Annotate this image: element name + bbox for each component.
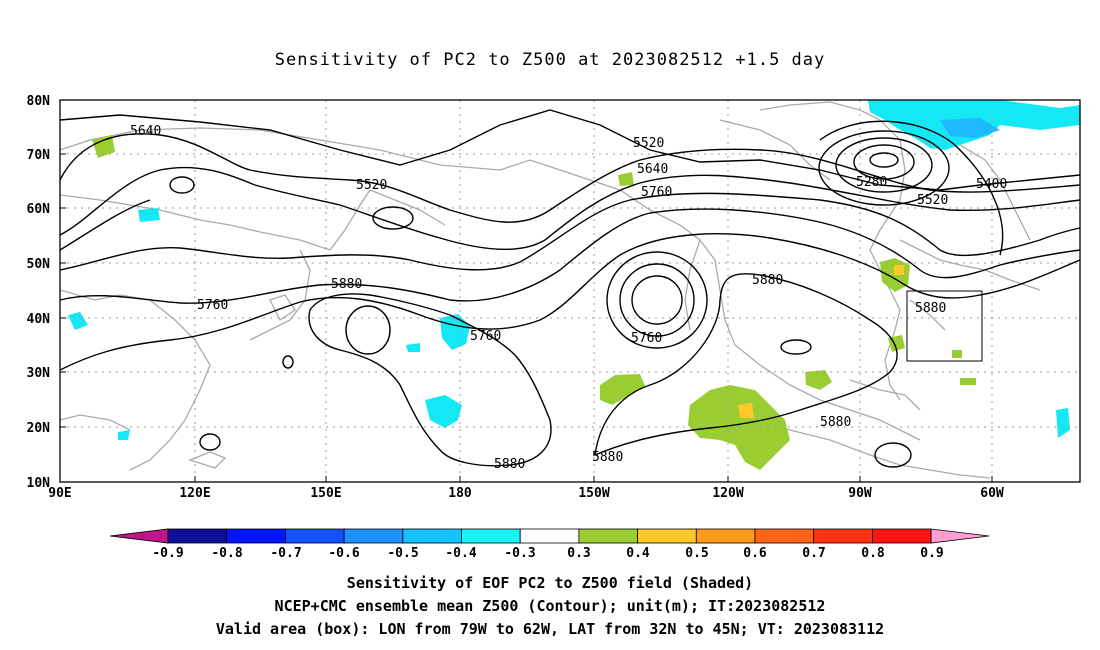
lon-tick-label: 150W [578, 486, 609, 501]
colorbar-label: -0.9 [152, 546, 183, 561]
contour-label: 5880 [752, 273, 783, 288]
colorbar-label: -0.7 [270, 546, 301, 561]
colorbar-swatch [519, 528, 580, 544]
contour-label: 5520 [917, 193, 948, 208]
map-title: Sensitivity of PC2 to Z500 at 2023082512… [274, 50, 826, 70]
colorbar-swatch [930, 528, 990, 544]
lon-tick-label: 90E [48, 486, 71, 501]
colorbar-swatch [343, 528, 404, 544]
colorbar-label: -0.5 [387, 546, 418, 561]
contour-label: 5880 [494, 457, 525, 472]
colorbar-swatch [167, 528, 228, 544]
contour-label: 5880 [331, 277, 362, 292]
colorbar-swatch [578, 528, 639, 544]
lat-tick-label: 80N [27, 94, 51, 109]
colorbar-label: 0.7 [802, 546, 825, 561]
contour-label: 5760 [470, 329, 501, 344]
colorbar-label: -0.3 [504, 546, 535, 561]
caption-shaded: Sensitivity of EOF PC2 to Z500 field (Sh… [346, 574, 754, 592]
colorbar-label: -0.6 [328, 546, 359, 561]
contour-label: 5880 [592, 450, 623, 465]
lat-tick-label: 50N [27, 257, 51, 272]
colorbar: -0.9 -0.8 -0.7 -0.6 -0.5 -0.4 -0.3 0.3 0… [109, 528, 990, 561]
colorbar-label: 0.3 [567, 546, 590, 561]
lon-tick-label: 180 [448, 486, 472, 501]
colorbar-label: 0.9 [920, 546, 943, 561]
coastlines [59, 101, 1081, 479]
lon-tick-label: 60W [980, 486, 1004, 501]
colorbar-swatch [754, 528, 815, 544]
lat-tick-label: 40N [27, 312, 51, 327]
lon-tick-label: 90W [848, 486, 872, 501]
lat-tick-label: 10N [27, 476, 51, 491]
lat-tick-label: 70N [27, 148, 51, 163]
map-frame [59, 99, 1081, 483]
lat-tick-label: 30N [27, 366, 51, 381]
lon-tick-labels: 90E 120E 150E 180 150W 120W 90W 60W [48, 486, 1004, 501]
contour-label: 5640 [637, 162, 668, 177]
lon-tick-label: 120E [179, 486, 210, 501]
contour-label: 5760 [631, 331, 662, 346]
contour-label: 5760 [197, 298, 228, 313]
colorbar-label: 0.8 [861, 546, 885, 561]
colorbar-swatch [637, 528, 697, 544]
contour-label: 5400 [976, 177, 1007, 192]
colorbar-swatch [402, 528, 462, 544]
contour-label: 5880 [820, 415, 851, 430]
lon-tick-label: 150E [310, 486, 341, 501]
lat-tick-labels: 80N 70N 60N 50N 40N 30N 20N 10N [27, 94, 51, 491]
colorbar-swatch [813, 528, 873, 544]
caption-valid-area: Valid area (box): LON from 79W to 62W, L… [215, 620, 885, 638]
valid-area-box [906, 290, 983, 362]
contour-label: 5520 [356, 178, 387, 193]
contour-label: 5760 [641, 185, 672, 200]
caption-contour: NCEP+CMC ensemble mean Z500 (Contour); u… [274, 597, 826, 615]
lat-tick-label: 60N [27, 202, 51, 217]
colorbar-swatch [284, 528, 345, 544]
colorbar-label: 0.4 [626, 546, 650, 561]
contour-labels: 5640 5520 5520 5640 5760 5280 5400 5520 … [130, 124, 1007, 472]
colorbar-label: -0.8 [211, 546, 242, 561]
graticule [60, 100, 1080, 482]
contour-label: 5640 [130, 124, 161, 139]
colorbar-swatch [695, 528, 756, 544]
lon-tick-label: 120W [712, 486, 743, 501]
z500-contours [59, 109, 1081, 468]
colorbar-swatch [872, 528, 932, 544]
lat-tick-label: 20N [27, 421, 51, 436]
sensitivity-map: 5640 5520 5520 5640 5760 5280 5400 5520 … [27, 94, 1081, 561]
colorbar-label: 0.6 [743, 546, 767, 561]
contour-label: 5280 [856, 175, 887, 190]
colorbar-swatch [226, 528, 286, 544]
colorbar-swatch [461, 528, 521, 544]
contour-label: 5880 [915, 301, 946, 316]
colorbar-label: 0.5 [685, 546, 708, 561]
contour-label: 5520 [633, 136, 664, 151]
colorbar-label: -0.4 [445, 546, 476, 561]
colorbar-swatch [109, 528, 169, 544]
